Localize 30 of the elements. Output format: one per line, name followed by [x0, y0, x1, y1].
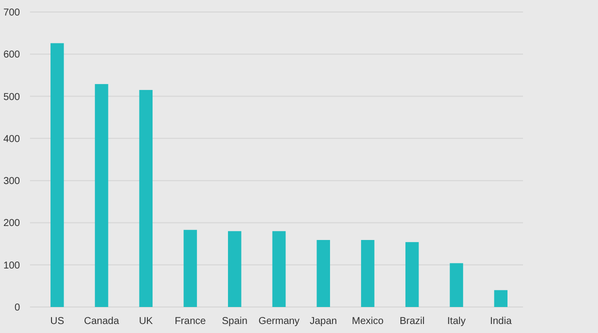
x-tick-label: Japan — [310, 316, 337, 327]
x-tick-label: UK — [138, 316, 154, 327]
x-tick-label: Brazil — [400, 316, 425, 327]
y-tick-label: 200 — [3, 218, 20, 230]
bar — [316, 240, 330, 307]
bar — [94, 84, 108, 307]
bar — [184, 230, 197, 307]
y-tick-label: 100 — [3, 260, 20, 272]
y-tick-label: 700 — [3, 8, 20, 18]
bar — [450, 263, 464, 307]
y-tick-label: 600 — [3, 50, 20, 61]
x-tick-label: India — [490, 316, 512, 327]
x-tick-label: Spain — [222, 316, 248, 327]
x-tick-label: Italy — [447, 316, 466, 327]
x-tick-label: France — [174, 316, 206, 327]
bar — [139, 90, 153, 307]
y-tick-label: 400 — [3, 134, 20, 145]
bar — [494, 290, 508, 307]
bar — [361, 240, 374, 307]
y-tick-label: 300 — [3, 176, 20, 188]
bar — [228, 231, 242, 307]
bar — [272, 231, 286, 307]
bar — [405, 242, 419, 307]
x-tick-label: Mexico — [352, 316, 384, 327]
y-tick-label: 0 — [14, 302, 20, 314]
x-tick-label: Canada — [84, 316, 120, 327]
x-tick-label: US — [50, 316, 64, 327]
y-tick-label: 500 — [3, 92, 20, 103]
x-tick-label: Germany — [258, 316, 300, 327]
bar — [50, 43, 64, 307]
